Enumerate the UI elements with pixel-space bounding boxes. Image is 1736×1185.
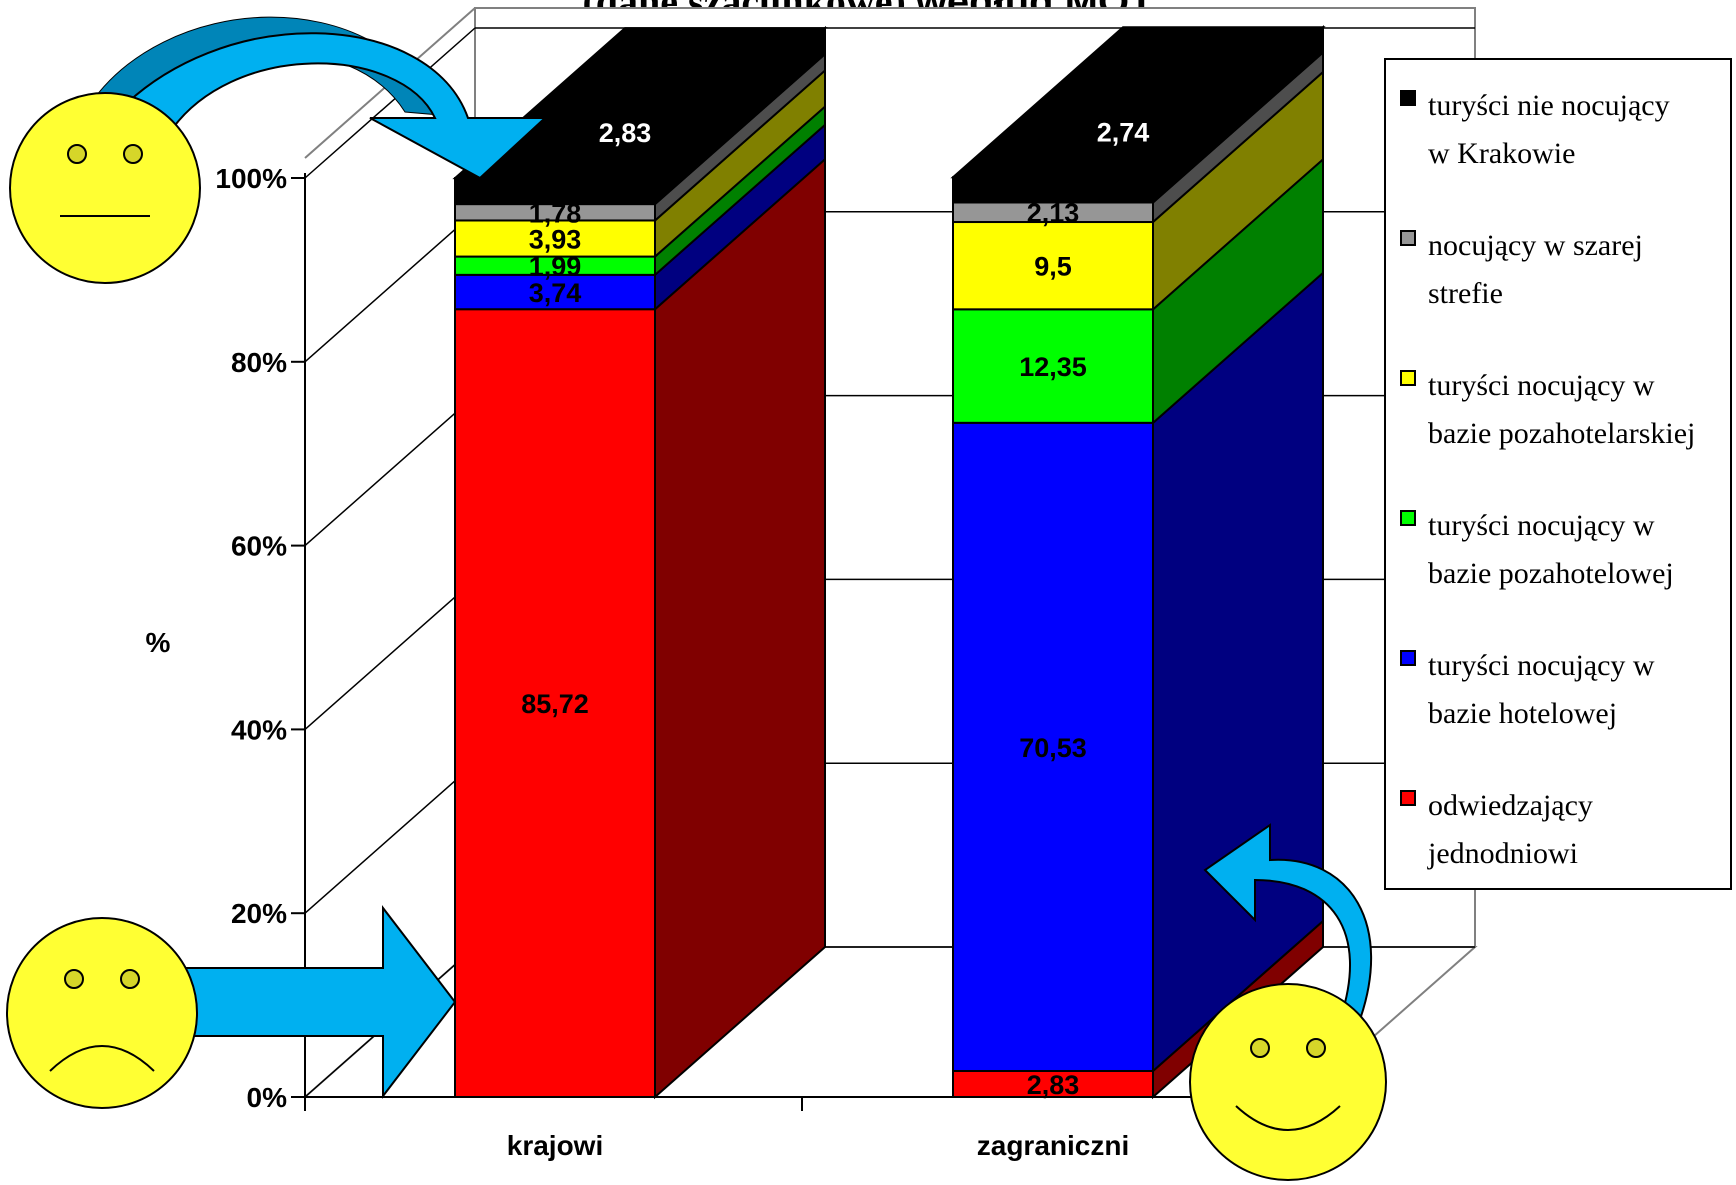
eye [1250, 1038, 1270, 1058]
legend-swatch [1400, 90, 1416, 106]
legend-swatch [1400, 650, 1416, 666]
data-label: 2,83 [1027, 1070, 1080, 1100]
legend-label-line: strefie [1428, 277, 1503, 310]
chart-legend: turyści nie nocujący w Krakowie nocujący w… [1384, 58, 1732, 890]
legend-label: odwiedzający jednodniowi [1428, 782, 1736, 878]
eye [120, 969, 140, 989]
legend-swatch [1400, 790, 1416, 806]
eye [64, 969, 84, 989]
data-label: 3,74 [529, 278, 582, 308]
data-label: 2,83 [599, 118, 652, 148]
legend-label-line: bazie pozahotelarskiej [1428, 417, 1696, 450]
bar-side [654, 157, 826, 1100]
face [6, 917, 198, 1109]
curved-arrow-bottom-icon [1203, 823, 1373, 1027]
gridline-diagonal [304, 395, 476, 547]
data-label: 2,13 [1027, 198, 1080, 228]
bar-stack-zagraniczni: 2,83 70,53 12,35 9,5 2,13 2,74 [950, 25, 1326, 1100]
y-tick-label: 40% [231, 714, 287, 745]
face [1189, 983, 1387, 1181]
gridline-diagonal [304, 762, 476, 914]
gridline-diagonal [304, 578, 476, 730]
gridline-diagonal [304, 211, 476, 363]
bar-top [950, 26, 1326, 179]
data-label: 12,35 [1019, 352, 1087, 382]
legend-swatch [1400, 370, 1416, 386]
data-label: 3,93 [529, 225, 582, 255]
x-tick-label: krajowi [507, 1130, 603, 1161]
legend-label-line: bazie hotelowej [1428, 697, 1618, 730]
eye [1306, 1038, 1326, 1058]
legend-label-line: turyści nocujący w [1428, 369, 1655, 402]
legend-label-line: nocujący w szarej [1428, 229, 1643, 262]
legend-label: turyści nocujący w bazie hotelowej [1428, 642, 1736, 738]
bar-stack-krajowi: 85,72 3,741,993,931,78 2,83 [452, 25, 828, 1100]
bar-segment [952, 421, 1154, 1072]
bar-segment [454, 308, 656, 1098]
legend-label: turyści nie nocujący w Krakowie [1428, 82, 1736, 178]
data-label: 70,53 [1019, 733, 1087, 763]
mouth [1235, 1105, 1341, 1131]
sad-face-icon [6, 917, 198, 1109]
face [9, 92, 201, 284]
bar-segment [454, 273, 656, 311]
y-tick-label: 0% [247, 1082, 288, 1113]
data-label: 85,72 [521, 689, 589, 719]
data-label: 1,78 [529, 198, 582, 228]
straight-arrow-icon [179, 905, 457, 1099]
y-tick-label: 20% [231, 898, 287, 929]
decorations [6, 16, 1387, 1181]
legend-label-line: odwiedzający [1428, 789, 1593, 822]
legend-swatch [1400, 510, 1416, 526]
gridline-diagonal [304, 27, 476, 179]
y-tick-label: 80% [231, 347, 287, 378]
data-label: 1,99 [529, 252, 582, 282]
mouth [49, 1045, 155, 1072]
eye [123, 144, 143, 164]
y-tick-label: 100% [215, 163, 287, 194]
legend-label-line: turyści nie nocujący [1428, 89, 1670, 122]
legend-label: turyści nocujący w bazie pozahotelowej [1428, 502, 1736, 598]
legend-label: turyści nocujący w bazie pozahotelarskiej [1428, 362, 1736, 458]
y-axis-label: % [146, 627, 171, 658]
happy-face-icon [1189, 983, 1387, 1181]
x-tick-label: zagraniczni [977, 1130, 1129, 1161]
data-label: 2,74 [1097, 117, 1150, 147]
neutral-face-icon [9, 92, 201, 284]
legend-swatch [1400, 230, 1416, 246]
y-tick-label: 60% [231, 531, 287, 562]
legend-label-line: jednodniowi [1428, 837, 1578, 870]
legend-label-line: turyści nocujący w [1428, 509, 1655, 542]
legend-label-line: turyści nocujący w [1428, 649, 1655, 682]
data-label: 9,5 [1034, 252, 1072, 282]
eye [67, 144, 87, 164]
bar-segment [952, 1069, 1154, 1099]
legend-label-line: bazie pozahotelowej [1428, 557, 1674, 590]
legend-label-line: w Krakowie [1428, 137, 1576, 170]
legend-label: nocujący w szarej strefie [1428, 222, 1736, 318]
curved-arrow-top-icon [110, 32, 548, 180]
bar-top [452, 27, 828, 180]
